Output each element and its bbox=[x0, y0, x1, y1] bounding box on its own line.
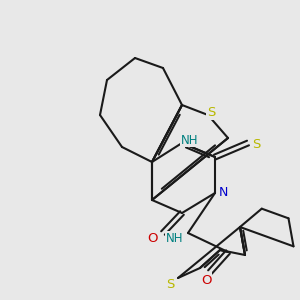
Text: S: S bbox=[166, 278, 174, 292]
Text: NH: NH bbox=[181, 134, 199, 146]
Text: NH: NH bbox=[166, 232, 184, 244]
Text: N: N bbox=[218, 187, 228, 200]
Text: S: S bbox=[252, 139, 260, 152]
Text: O: O bbox=[201, 274, 211, 286]
Text: O: O bbox=[148, 232, 158, 245]
Text: S: S bbox=[207, 106, 215, 118]
